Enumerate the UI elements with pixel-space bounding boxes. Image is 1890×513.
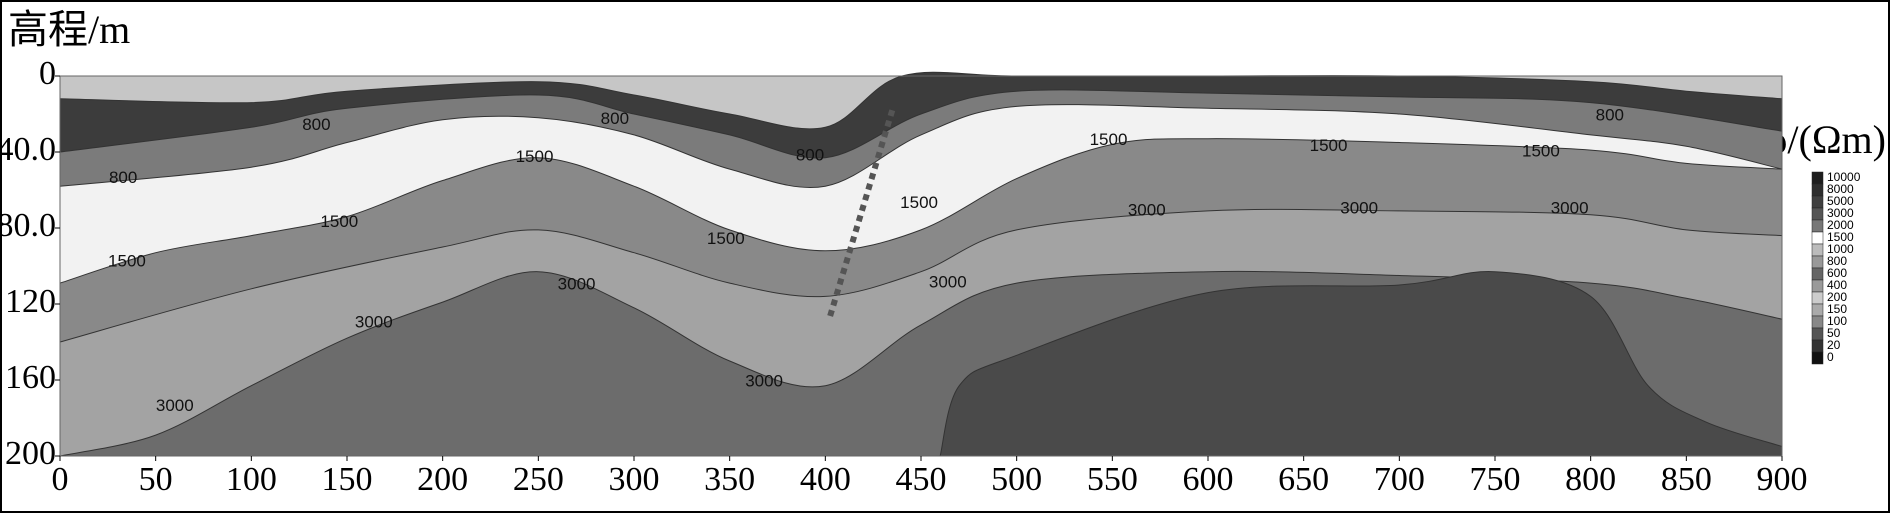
contour-label: 800	[109, 168, 137, 187]
colorbar-swatch	[1811, 183, 1824, 197]
y-tick-label: 120	[5, 283, 56, 320]
x-tick-label: 650	[1278, 461, 1329, 498]
colorbar-tick-label: 3000	[1827, 206, 1854, 220]
x-tick-label: 450	[896, 461, 947, 498]
x-tick-label: 350	[704, 461, 755, 498]
contour-line	[59, 89, 1783, 159]
contour-label: 3000	[1551, 198, 1589, 217]
y-tick-label: 200	[5, 435, 56, 472]
contour-label: 3000	[1340, 198, 1378, 217]
colorbar-swatch	[1811, 243, 1824, 257]
contour-label: 3000	[156, 396, 194, 415]
contour-label: 1500	[108, 252, 146, 271]
contour-band	[940, 271, 1782, 456]
y-tick-label: 40.0	[0, 131, 56, 168]
colorbar-label: ρ/(Ωm)	[1767, 117, 1886, 162]
colorbar-tick-label: 800	[1827, 254, 1847, 268]
x-tick-label: 500	[991, 461, 1042, 498]
colorbar-swatch	[1811, 339, 1824, 353]
colorbar-swatch	[1811, 303, 1824, 317]
y-axis-label: 高程/m	[8, 7, 130, 52]
contour-label: 1500	[1310, 136, 1348, 155]
fault-line	[826, 109, 896, 321]
contour-label: 3000	[1128, 200, 1166, 219]
colorbar-tick-label: 200	[1827, 290, 1847, 304]
colorbar-tick-label: 1000	[1827, 242, 1854, 256]
colorbar-tick-label: 150	[1827, 302, 1847, 316]
x-tick-label: 600	[1183, 461, 1234, 498]
colorbar-tick-label: 10000	[1827, 170, 1861, 184]
colorbar-tick-label: 100	[1827, 314, 1847, 328]
x-tick-label: 400	[800, 461, 851, 498]
contour-label: 1500	[1090, 130, 1128, 149]
y-tick-label: 0	[39, 55, 56, 92]
contour-line	[59, 138, 1783, 284]
colorbar-swatch	[1811, 267, 1824, 281]
colorbar-swatch	[1811, 255, 1824, 269]
x-tick-label: 0	[52, 461, 69, 498]
colorbar-tick-label: 5000	[1827, 194, 1854, 208]
colorbar-tick-label: 2000	[1827, 218, 1854, 232]
colorbar-swatch	[1811, 231, 1824, 245]
contour-label: 1500	[900, 193, 938, 212]
contour-label: 800	[302, 115, 330, 134]
x-tick-label: 300	[609, 461, 660, 498]
x-tick-label: 700	[1374, 461, 1425, 498]
colorbar-swatch	[1811, 279, 1824, 293]
x-tick-label: 250	[513, 461, 564, 498]
colorbar-swatch	[1811, 207, 1824, 221]
colorbar-tick-label: 600	[1827, 266, 1847, 280]
contour-label: 1500	[1522, 141, 1560, 160]
contour-line	[939, 271, 1783, 457]
colorbar-tick-label: 20	[1827, 338, 1841, 352]
colorbar-tick-label: 0	[1827, 350, 1834, 364]
x-tick-label: 850	[1661, 461, 1712, 498]
contour-label: 800	[796, 145, 824, 164]
x-tick-label: 900	[1757, 461, 1808, 498]
contour-label: 3000	[355, 312, 393, 331]
contour-line	[59, 71, 1783, 130]
contour-label: 3000	[929, 273, 967, 292]
colorbar-tick-label: 1500	[1827, 230, 1854, 244]
colorbar-swatch	[1811, 327, 1824, 341]
contour-line	[59, 208, 1783, 343]
contour-label: 1500	[320, 212, 358, 231]
x-tick-label: 150	[322, 461, 373, 498]
y-tick-label: 160	[5, 359, 56, 396]
colorbar-tick-label: 50	[1827, 326, 1841, 340]
contour-line	[59, 104, 1783, 188]
colorbar-swatch	[1811, 195, 1824, 209]
contour-label: 3000	[558, 274, 596, 293]
colorbar-swatch	[1811, 315, 1824, 329]
x-tick-label: 550	[1087, 461, 1138, 498]
x-tick-label: 750	[1470, 461, 1521, 498]
x-tick-label: 200	[417, 461, 468, 498]
colorbar-swatch	[1811, 351, 1824, 365]
x-tick-label: 100	[226, 461, 277, 498]
contour-label: 1500	[707, 229, 745, 248]
colorbar-tick-label: 400	[1827, 278, 1847, 292]
x-tick-label: 800	[1565, 461, 1616, 498]
x-tick-label: 50	[139, 461, 173, 498]
contour-label: 3000	[745, 371, 783, 390]
colorbar-swatch	[1811, 291, 1824, 305]
colorbar-tick-label: 8000	[1827, 182, 1854, 196]
contour-label: 800	[601, 109, 629, 128]
contour-label: 1500	[516, 147, 554, 166]
y-tick-label: 80.0	[0, 207, 56, 244]
colorbar-swatch	[1811, 171, 1824, 185]
colorbar-swatch	[1811, 219, 1824, 233]
contour-label: 800	[1596, 105, 1624, 124]
